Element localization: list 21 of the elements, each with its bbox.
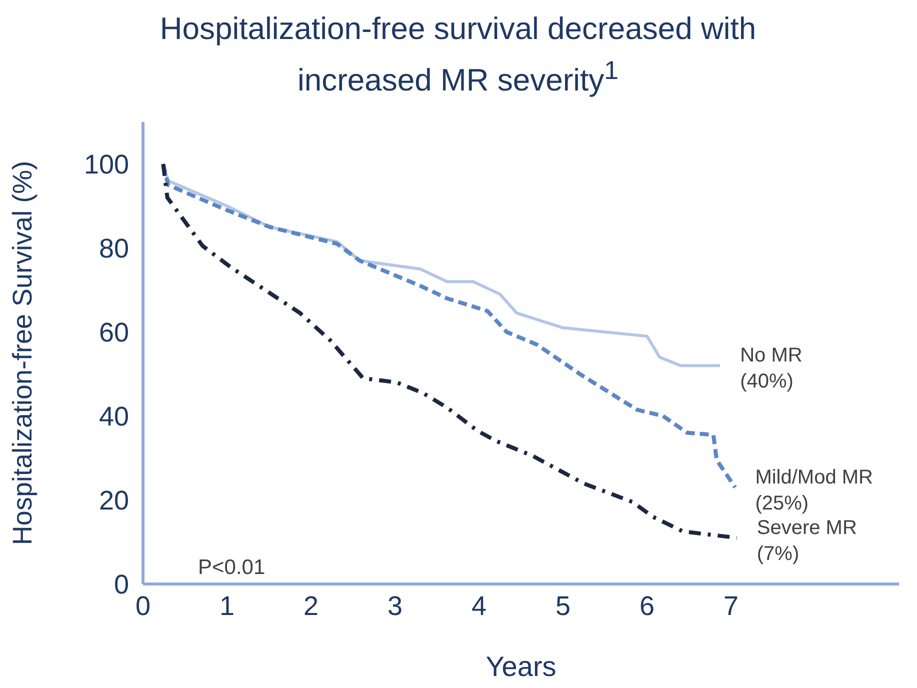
series-label: No MR (40%) [740,344,802,393]
series-label: Mild/Mod MR (25%) [755,466,873,514]
y-tick-label: 100 [84,150,129,180]
annotation: P<0.01 [198,556,266,580]
y-tick-label: 60 [98,318,129,348]
x-tick-label: 6 [639,591,655,622]
y-tick-label: 0 [114,570,129,600]
x-tick-label: 1 [219,591,235,622]
y-tick-label: 80 [98,234,129,264]
chart-title: Hospitalization-free survival decreased with increased MR severity$^{1}$ [158,10,758,100]
x-tick-label: 4 [471,591,487,622]
y-tick-label: 20 [98,486,129,516]
x-tick-label: 0 [135,591,151,622]
x-axis-title: Years [486,651,556,682]
x-tick-label: 5 [555,591,571,622]
x-tick-label: 7 [723,591,739,622]
x-tick-label: 3 [387,591,403,622]
y-axis-title: Hospitalization-free Survival (%) [8,160,38,546]
y-tick-label: 40 [98,402,129,432]
series-label: Severe MR (7%) [756,516,857,565]
x-tick-label: 2 [303,591,319,622]
